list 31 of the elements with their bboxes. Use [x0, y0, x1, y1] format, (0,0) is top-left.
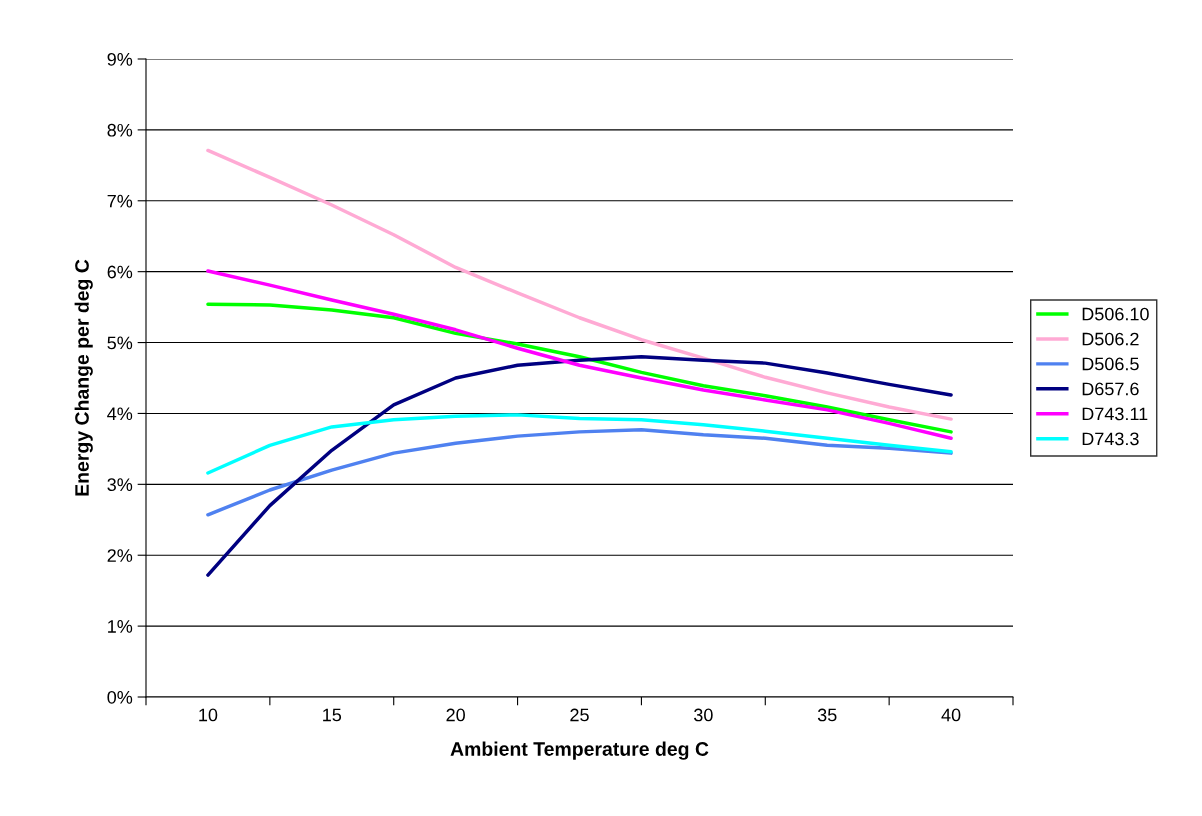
- y-tick-label: 9%: [107, 52, 133, 66]
- x-tick-label: 10: [199, 708, 218, 722]
- x-tick-label: 20: [446, 708, 465, 722]
- x-tick-label: 35: [817, 708, 837, 722]
- line-series: [206, 302, 953, 434]
- legend-label: D506.5: [1082, 357, 1139, 371]
- y-tick-label: 8%: [107, 123, 133, 137]
- y-tick-label: 1%: [108, 620, 133, 633]
- y-tick-label: 0%: [107, 690, 133, 704]
- y-tick-label: 6%: [107, 265, 133, 279]
- y-axis-title: Energy Change per deg C: [74, 259, 93, 496]
- y-tick-label: 4%: [107, 407, 133, 421]
- x-tick-label: 40: [941, 708, 961, 722]
- y-tick-label: 5%: [107, 336, 133, 350]
- legend-label: D657.6: [1082, 382, 1139, 396]
- y-tick-label: 7%: [107, 194, 133, 208]
- x-axis-title: Ambient Temperature deg C: [450, 741, 709, 760]
- line-series: [206, 354, 953, 577]
- legend-label: D506.2: [1082, 332, 1139, 346]
- line-series: [206, 413, 953, 475]
- legend-label: D506.10: [1082, 307, 1149, 321]
- x-tick-label: 15: [323, 708, 342, 722]
- line-series: [206, 269, 953, 440]
- legend-label: D743.3: [1082, 432, 1139, 446]
- x-tick-label: 25: [570, 708, 589, 722]
- x-tick-label: 30: [694, 708, 713, 722]
- legend-label: D743.11: [1082, 407, 1148, 421]
- y-tick-label: 2%: [107, 549, 133, 562]
- y-tick-label: 3%: [107, 478, 133, 492]
- line-series: [206, 428, 953, 517]
- line-series: [206, 148, 953, 421]
